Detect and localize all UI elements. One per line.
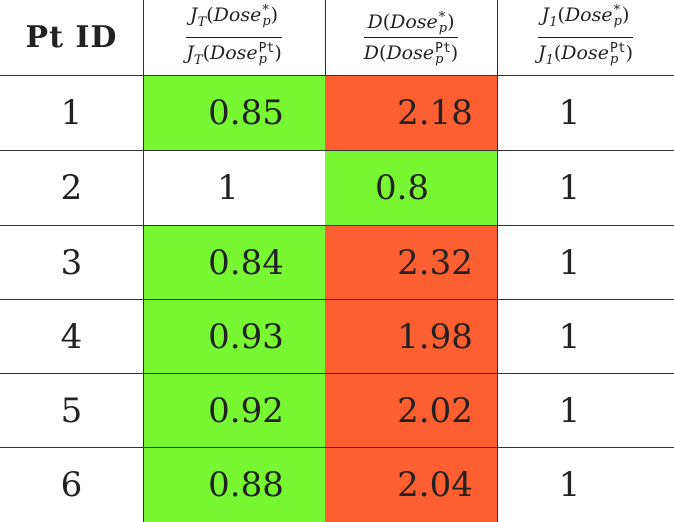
pt-id-cell: 5 (60, 390, 83, 431)
table-row: 4 0.93 1.98 1 (0, 300, 674, 373)
j1-cell: 1 (558, 316, 581, 357)
row-divider (0, 150, 674, 151)
d-cell: 2.32 (325, 226, 497, 299)
jt-numerator: JT(Dose * p) (189, 2, 279, 30)
d-cell: 0.8 (325, 151, 497, 225)
jt-fraction-bar (186, 36, 282, 38)
pt-id-cell: 1 (60, 93, 83, 133)
table-row: 1 0.85 2.18 1 (0, 76, 674, 150)
pt-id-cell: 4 (60, 316, 83, 357)
jt-ratio-fraction: JT(Dose * p) JT(Dose Pt p) (186, 2, 282, 72)
row-divider (0, 299, 674, 300)
jt-cell: 0.92 (143, 374, 325, 447)
jt-cell: 0.93 (143, 300, 325, 373)
row-divider (0, 75, 674, 76)
j1-ratio-fraction: J1(Dose * p) J1(Dose Pt p) (537, 2, 634, 72)
pt-id-cell: 6 (60, 465, 83, 505)
row-divider (0, 373, 674, 374)
table-row: 5 0.92 2.02 1 (0, 374, 674, 447)
d-fraction-bar (363, 36, 459, 38)
column-divider (143, 0, 144, 522)
header-d-ratio: D(Dose * p) D(Dose Pt p) (325, 0, 497, 75)
row-divider (0, 225, 674, 226)
row-divider (0, 447, 674, 448)
column-divider (497, 0, 498, 522)
header-j1-ratio: J1(Dose * p) J1(Dose Pt p) (497, 0, 674, 75)
header-row: Pt ID JT(Dose * p) JT(Dose Pt p) D(Dose * p) D… (0, 0, 674, 75)
jt-cell: 0.88 (143, 448, 325, 522)
d-denominator: D(Dose Pt p) (363, 40, 459, 67)
d-cell: 2.04 (325, 448, 497, 522)
table-row: 2 1 0.8 1 (0, 151, 674, 225)
d-cell: 2.18 (325, 76, 497, 150)
column-divider (325, 0, 326, 75)
table-row: 3 0.84 2.32 1 (0, 226, 674, 299)
header-pt-id: Pt ID (25, 20, 118, 55)
jt-cell: 0.84 (143, 226, 325, 299)
j1-cell: 1 (558, 168, 581, 208)
j1-cell: 1 (558, 242, 581, 283)
d-numerator: D(Dose * p) (367, 9, 455, 36)
jt-denominator: JT(Dose Pt p) (186, 40, 282, 68)
pt-id-cell: 2 (60, 168, 83, 208)
table-row: 6 0.88 2.04 1 (0, 448, 674, 522)
j1-cell: 1 (558, 390, 581, 431)
jt-cell: 1 (143, 151, 325, 225)
j1-fraction-bar (537, 36, 634, 38)
j1-cell: 1 (558, 93, 581, 133)
j1-denominator: J1(Dose Pt p) (537, 40, 634, 68)
d-cell: 2.02 (325, 374, 497, 447)
pt-id-cell: 3 (60, 242, 83, 283)
header-jt-ratio: JT(Dose * p) JT(Dose Pt p) (143, 0, 325, 75)
d-ratio-fraction: D(Dose * p) D(Dose Pt p) (363, 9, 459, 67)
d-cell: 1.98 (325, 300, 497, 373)
j1-cell: 1 (558, 465, 581, 505)
jt-cell: 0.85 (143, 76, 325, 150)
j1-numerator: J1(Dose * p) (541, 2, 630, 30)
